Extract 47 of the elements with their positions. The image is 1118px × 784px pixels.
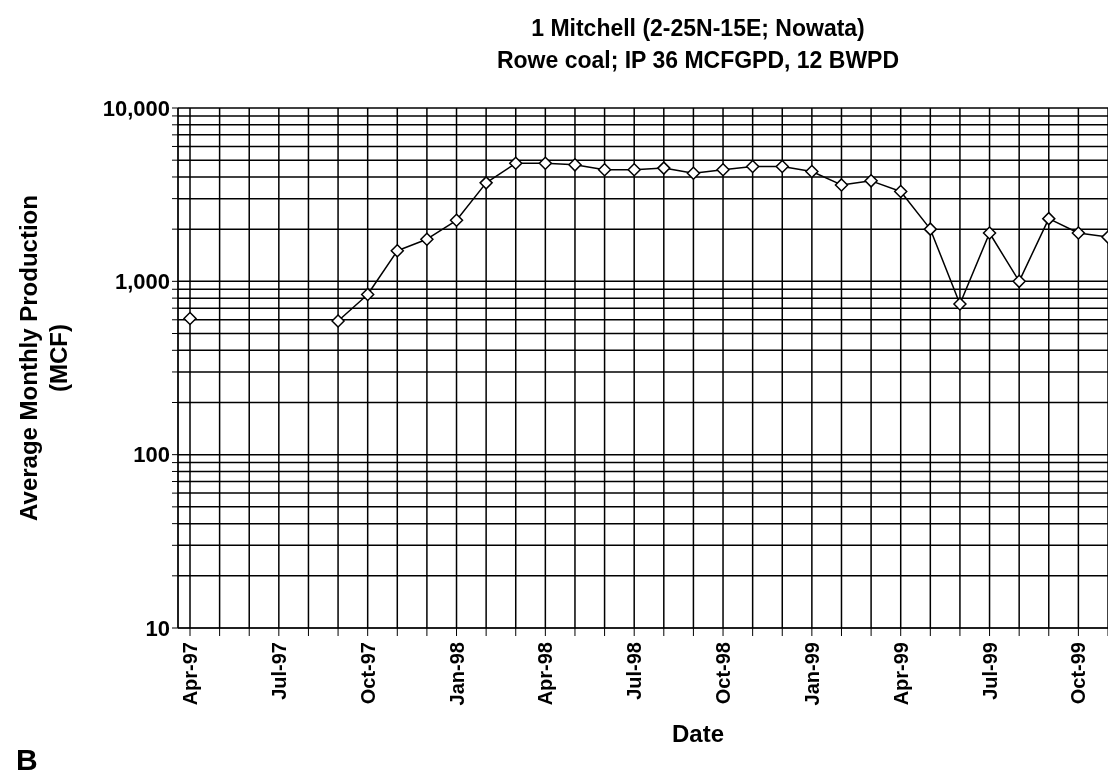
chart-subtitle: Rowe coal; IP 36 MCFGPD, 12 BWPD — [495, 46, 901, 75]
point — [183, 311, 197, 326]
point — [923, 222, 938, 236]
point — [331, 314, 345, 328]
point — [864, 174, 878, 188]
x-tick-label: Jan-99 — [800, 642, 823, 706]
y-axis-title: Average Monthly Production (MCF) — [15, 195, 72, 521]
point — [1071, 226, 1086, 240]
x-tick-label: Apr-97 — [179, 642, 201, 706]
x-tick-label: Apr-99 — [889, 642, 912, 706]
point — [538, 156, 553, 170]
point — [627, 163, 641, 177]
point — [568, 158, 582, 172]
x-tick-label: Jul-98 — [623, 642, 646, 700]
x-axis-title: Date — [671, 720, 725, 748]
x-tick-label: Oct-98 — [712, 642, 735, 705]
point — [982, 226, 997, 240]
x-tick-label: Oct-99 — [1067, 642, 1090, 705]
point — [775, 159, 790, 174]
x-tick-label: Jan-98 — [445, 642, 468, 706]
point — [420, 232, 434, 246]
point — [834, 178, 849, 192]
point — [449, 213, 464, 228]
y-tick-label: 10,000 — [102, 95, 170, 121]
point — [657, 161, 671, 175]
text: B — [16, 743, 38, 777]
x-tick-label: Jul-99 — [978, 642, 1001, 700]
y-tick-label: 100 — [133, 442, 170, 468]
point — [479, 176, 493, 190]
point — [745, 159, 760, 174]
x-tick-label: Apr-98 — [534, 642, 557, 706]
chart-title: 1 Mitchell (2-25N-15E; Nowata) — [530, 14, 866, 43]
point — [390, 244, 405, 258]
point — [360, 287, 375, 302]
x-tick-label: Oct-97 — [356, 642, 379, 705]
point — [1012, 274, 1026, 289]
point — [893, 184, 908, 199]
point — [686, 166, 701, 181]
point — [716, 163, 730, 177]
point — [805, 164, 819, 179]
point — [508, 156, 523, 170]
point — [597, 163, 612, 177]
x-tick-label: Jul-97 — [267, 642, 290, 700]
point — [1042, 211, 1056, 226]
y-tick-label: 1,000 — [114, 269, 170, 295]
point — [953, 297, 967, 311]
y-tick-label: 10 — [145, 615, 170, 641]
